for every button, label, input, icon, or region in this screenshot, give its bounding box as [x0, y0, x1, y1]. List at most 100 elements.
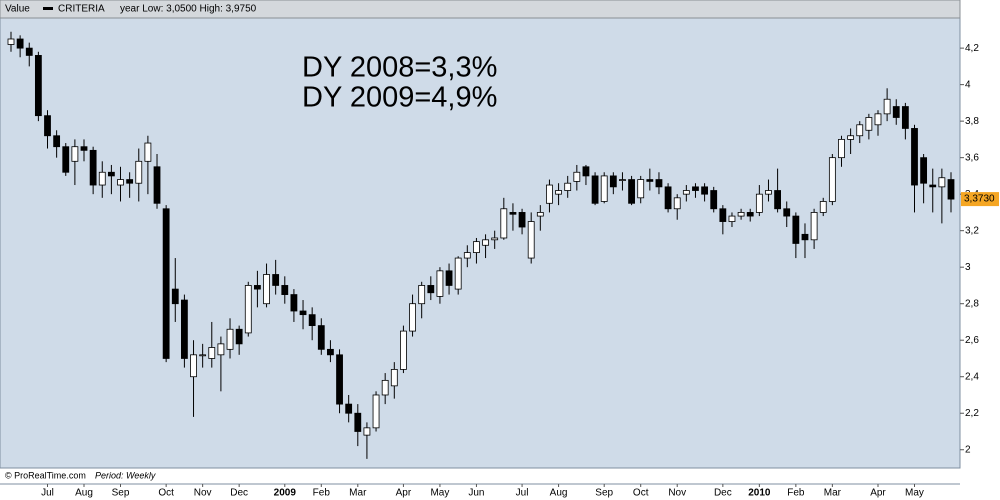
candle-body	[171, 288, 179, 305]
candle-body	[400, 330, 407, 370]
candle-body	[436, 270, 444, 297]
candle-body	[573, 171, 581, 182]
x-tick-label: Aug	[550, 488, 568, 499]
candle-body	[208, 347, 216, 359]
x-tick-label: 2009	[274, 488, 297, 499]
x-tick-label: Apr	[870, 488, 886, 499]
last-value-label: 3,3730	[964, 194, 995, 205]
candle-body	[281, 285, 289, 295]
candle-body	[911, 128, 918, 186]
candle-body	[609, 175, 617, 188]
candle-body	[828, 157, 836, 202]
candle-body	[774, 190, 782, 210]
last-value-tag	[961, 192, 999, 207]
candle-body	[34, 55, 42, 117]
y-tick-label: 2,4	[965, 371, 979, 382]
x-tick-label: Sep	[112, 488, 130, 499]
candle-body	[582, 166, 590, 177]
candle-body	[190, 354, 197, 378]
candle-body	[628, 179, 635, 204]
x-tick-label: Jul	[516, 488, 529, 499]
footer-period: Period: Weekly	[95, 470, 156, 480]
candle-body	[819, 201, 827, 213]
candle-body	[363, 427, 371, 436]
y-tick-label: 3,2	[965, 225, 979, 236]
candle-body	[856, 124, 864, 137]
candle-body	[701, 186, 708, 195]
candle-body	[235, 328, 243, 345]
y-tick-label: 3	[965, 262, 971, 273]
candle-body	[755, 193, 763, 213]
candle-body	[765, 190, 772, 195]
candle-body	[473, 241, 480, 253]
candle-body	[619, 179, 626, 181]
candle-body	[692, 186, 699, 191]
y-tick-label: 2,2	[965, 408, 979, 419]
y-tick-label: 3,6	[965, 152, 979, 163]
candle-body	[920, 157, 928, 184]
candle-body	[673, 197, 681, 210]
candle-body	[117, 179, 124, 186]
candle-body	[44, 115, 51, 137]
x-tick-label: Aug	[75, 488, 93, 499]
candle-body	[646, 179, 654, 182]
candle-body	[892, 106, 900, 118]
candle-body	[883, 98, 891, 115]
candle-body	[135, 160, 143, 184]
x-tick-label: 2010	[748, 488, 771, 499]
candle-body	[664, 186, 672, 210]
plot-area	[0, 17, 961, 469]
legend-icon	[43, 7, 53, 10]
x-tick-label: Feb	[787, 488, 805, 499]
candle-body	[244, 285, 252, 334]
candle-body	[336, 354, 343, 405]
candle-body	[299, 310, 307, 316]
candle-body	[783, 208, 791, 217]
candle-body	[308, 314, 316, 327]
candle-body	[317, 325, 325, 350]
x-tick-label: May	[905, 488, 924, 499]
y-tick-label: 2,6	[965, 335, 979, 346]
x-tick-label: Sep	[595, 488, 613, 499]
candle-body	[217, 343, 225, 356]
candle-body	[254, 285, 261, 290]
candle-body	[107, 171, 115, 177]
candle-body	[445, 270, 453, 286]
candle-body	[874, 113, 882, 126]
candle-body	[53, 135, 61, 148]
candle-body	[327, 348, 334, 356]
candle-body	[25, 47, 33, 56]
candle-body	[98, 171, 106, 186]
candle-body	[418, 285, 426, 305]
candle-body	[71, 146, 79, 162]
candle-body	[272, 274, 280, 286]
candle-body	[226, 328, 234, 350]
candle-body	[16, 38, 24, 49]
x-tick-label: Nov	[668, 488, 686, 499]
x-tick-label: Oct	[633, 488, 649, 499]
candle-body	[409, 303, 416, 332]
candle-body	[153, 166, 161, 204]
candle-body	[728, 215, 736, 222]
candle-body	[555, 190, 562, 195]
candle-body	[62, 146, 70, 173]
candle-body	[80, 146, 88, 151]
y-tick-label: 2	[965, 444, 971, 455]
y-tick-label: 2,8	[965, 298, 979, 309]
x-tick-label: Mar	[349, 488, 367, 499]
candle-body	[390, 369, 398, 387]
x-tick-label: Dec	[714, 488, 732, 499]
header-name: CRITERIA	[58, 4, 105, 15]
candle-body	[126, 179, 134, 184]
candle-body	[719, 208, 727, 222]
x-tick-label: May	[430, 488, 449, 499]
header-bar	[0, 0, 961, 19]
x-tick-label: Dec	[230, 488, 248, 499]
annotation: DY 2008=3,3%	[302, 52, 497, 84]
candle-body	[527, 221, 535, 259]
x-tick-label: Nov	[194, 488, 212, 499]
candle-body	[591, 175, 599, 204]
candle-body	[746, 212, 754, 217]
candle-body	[381, 379, 389, 396]
